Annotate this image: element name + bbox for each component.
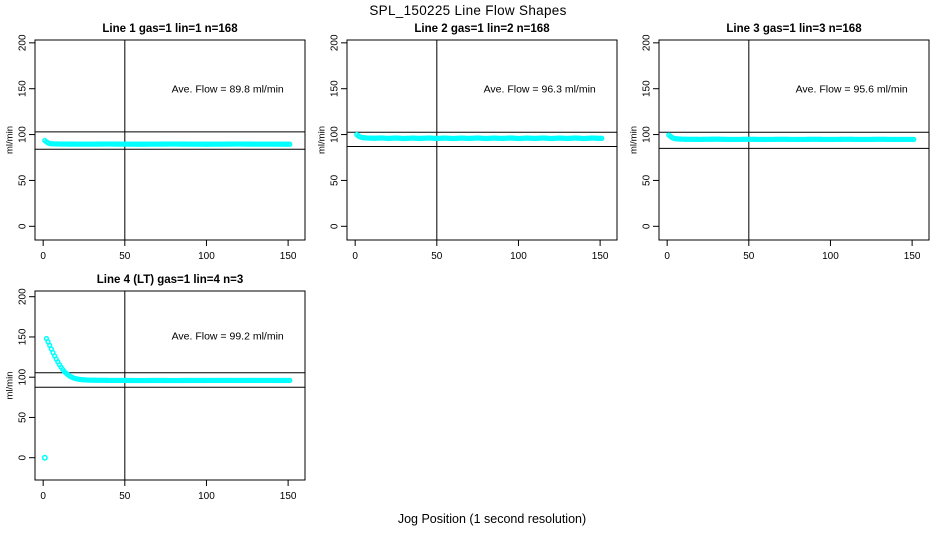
y-tick-label: 150	[18, 80, 29, 97]
y-tick-label: 150	[330, 80, 341, 97]
y-tick-label: 100	[330, 126, 341, 143]
zero-flow-point	[41, 454, 48, 461]
ave-flow-annotation: Ave. Flow = 99.2 ml/min	[172, 330, 284, 342]
y-axis-title: ml/min	[629, 126, 640, 154]
data-points	[42, 137, 293, 147]
y-tick-label: 200	[330, 34, 341, 51]
data-point	[599, 135, 605, 141]
subplot-line3-chart: 0 50 100 150 200 0 50 100 150 ml/min Line 3 gas=1 …	[629, 23, 930, 262]
plot-box	[34, 290, 306, 481]
y-tick-label: 0	[18, 223, 29, 229]
x-tick-label: 50	[743, 251, 755, 262]
data-point	[287, 141, 293, 147]
x-tick-label: 0	[40, 251, 46, 262]
plot-box	[658, 39, 930, 241]
y-tick-label: 0	[330, 223, 341, 229]
y-tick-label: 100	[18, 368, 29, 385]
plot-box	[34, 39, 306, 241]
y-tick-label: 50	[18, 411, 29, 423]
ave-flow-annotation: Ave. Flow = 89.8 ml/min	[172, 83, 284, 95]
x-tick-label: 0	[352, 251, 358, 262]
x-tick-label: 150	[904, 251, 921, 262]
y-tick-label: 0	[642, 223, 653, 229]
x-axis-label: Jog Position (1 second resolution)	[397, 512, 587, 526]
main-title: SPL_150225 Line Flow Shapes	[369, 3, 567, 18]
y-tick-label: 150	[642, 80, 653, 97]
y-axis-title: ml/min	[5, 126, 16, 154]
data-point	[911, 136, 917, 142]
x-axis-ticks: 0 50 100 150	[352, 240, 609, 262]
x-tick-label: 50	[119, 491, 131, 502]
y-axis-title: ml/min	[5, 372, 16, 400]
x-axis-ticks: 0 50 100 150	[40, 480, 297, 502]
x-tick-label: 50	[431, 251, 443, 262]
subplot-line2-chart: 0 50 100 150 200 0 50 100 150 ml/min Line 2 gas=1 …	[317, 23, 618, 262]
x-tick-label: 150	[592, 251, 609, 262]
subplot-title: Line 1 gas=1 lin=1 n=168	[102, 23, 238, 35]
ave-flow-annotation: Ave. Flow = 95.6 ml/min	[796, 83, 908, 95]
data-points	[354, 131, 605, 142]
x-tick-label: 0	[40, 491, 46, 502]
y-axis-ticks: 0 50 100 150 200	[330, 34, 347, 229]
data-points	[666, 132, 917, 143]
y-tick-label: 150	[18, 328, 29, 345]
data-point	[287, 377, 293, 384]
subplot-title: Line 3 gas=1 lin=3 n=168	[726, 23, 862, 35]
subplot-line4-chart: 0 50 100 150 200 0 50 100 150 ml/min Line 4 (LT) g…	[5, 274, 306, 502]
subplot-title: Line 4 (LT) gas=1 lin=4 n=3	[97, 274, 243, 286]
y-axis-title: ml/min	[317, 126, 328, 154]
x-tick-label: 100	[822, 251, 839, 262]
plot-box	[346, 39, 618, 241]
y-tick-label: 50	[642, 174, 653, 186]
y-axis-ticks: 0 50 100 150 200	[18, 34, 35, 229]
x-tick-label: 150	[280, 251, 297, 262]
y-tick-label: 200	[18, 34, 29, 51]
x-tick-label: 100	[198, 491, 215, 502]
y-tick-label: 200	[642, 34, 653, 51]
y-tick-label: 50	[330, 174, 341, 186]
x-axis-ticks: 0 50 100 150	[664, 240, 921, 262]
x-axis-ticks: 0 50 100 150	[40, 240, 297, 262]
subplot-title: Line 2 gas=1 lin=2 n=168	[414, 23, 550, 35]
data-points	[43, 335, 293, 384]
x-tick-label: 100	[510, 251, 527, 262]
x-tick-label: 150	[280, 491, 297, 502]
y-tick-label: 200	[18, 288, 29, 305]
x-tick-label: 50	[119, 251, 131, 262]
subplot-line1-chart: 0 50 100 150 200 0 50 100 150 ml/min Line 1 gas=1 …	[5, 23, 306, 262]
y-axis-ticks: 0 50 100 150 200	[642, 34, 659, 229]
x-tick-label: 0	[664, 251, 670, 262]
y-tick-label: 100	[18, 126, 29, 143]
x-tick-label: 100	[198, 251, 215, 262]
y-axis-ticks: 0 50 100 150 200	[18, 288, 35, 460]
y-tick-label: 0	[18, 454, 29, 460]
y-tick-label: 50	[18, 174, 29, 186]
ave-flow-annotation: Ave. Flow = 96.3 ml/min	[484, 83, 596, 95]
y-tick-label: 100	[642, 126, 653, 143]
